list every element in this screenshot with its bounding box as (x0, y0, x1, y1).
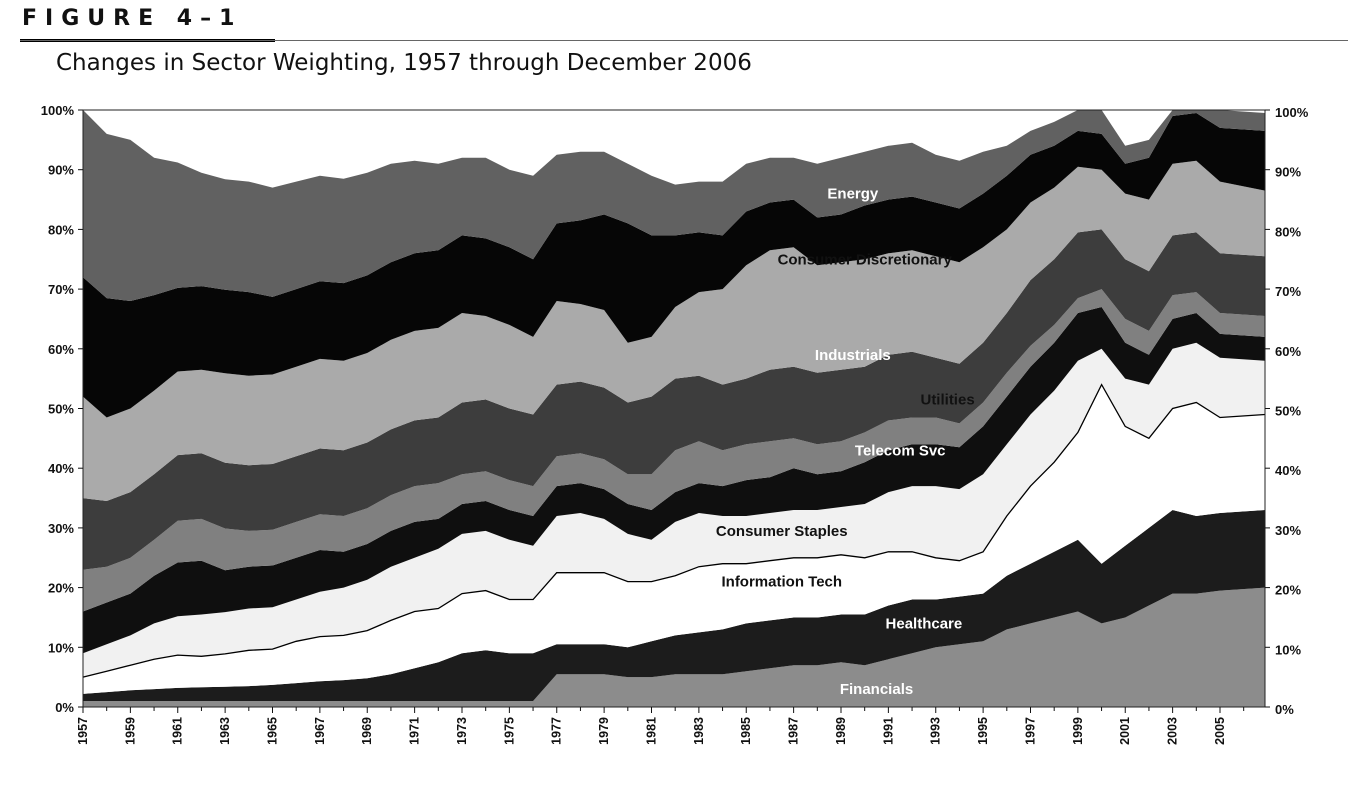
label-energy: Energy (827, 186, 879, 203)
ytick-right-label: 50% (1275, 404, 1301, 419)
ytick-left-label: 20% (48, 581, 74, 596)
xtick-label: 2001 (1118, 717, 1132, 745)
xtick-label: 1997 (1023, 717, 1037, 745)
xtick-label: 1977 (550, 717, 564, 745)
xtick-label: 1981 (644, 717, 658, 745)
ytick-left-label: 100% (41, 103, 75, 118)
ytick-left-label: 90% (48, 163, 74, 178)
label-information-tech: Information Tech (721, 574, 842, 591)
label-utilities: Utilities (920, 392, 974, 409)
ytick-right-label: 10% (1275, 642, 1301, 657)
xtick-label: 1973 (455, 717, 469, 745)
ytick-right-label: 90% (1275, 165, 1301, 180)
xtick-label: 1957 (76, 717, 90, 745)
ytick-left-label: 60% (48, 342, 74, 357)
chart-title: Changes in Sector Weighting, 1957 throug… (56, 50, 752, 76)
ytick-left-label: 40% (48, 461, 74, 476)
area-labels: Financials Healthcare Information Tech Cons… (716, 123, 975, 698)
ytick-right-label: 60% (1275, 344, 1301, 359)
ytick-left-label: 10% (48, 640, 74, 655)
xtick-label: 1961 (171, 717, 185, 745)
area-industrials (83, 229, 1265, 570)
area-financials (83, 587, 1265, 707)
xtick-label: 1987 (787, 717, 801, 745)
label-industrials: Industrials (815, 347, 891, 364)
xtick-label: 1959 (123, 717, 137, 745)
xtick-label: 1975 (502, 717, 516, 745)
xtick-label: 1969 (360, 717, 374, 745)
area-energy (83, 113, 1265, 418)
area-materials (83, 110, 1265, 301)
ytick-right-label: 70% (1275, 284, 1301, 299)
xtick-label: 1995 (976, 717, 990, 745)
xtick-label: 1983 (692, 717, 706, 745)
ytick-left-label: 30% (48, 521, 74, 536)
ytick-right-label: 80% (1275, 224, 1301, 239)
xtick-label: 1999 (1071, 717, 1085, 745)
xtick-label: 1965 (265, 717, 279, 745)
area-information-tech (83, 384, 1265, 694)
ytick-right-label: 20% (1275, 583, 1301, 598)
xtick-label: 1979 (597, 717, 611, 745)
label-financials: Financials (840, 681, 913, 698)
label-healthcare: Healthcare (886, 615, 963, 632)
xtick-label: 2003 (1166, 717, 1180, 745)
xtick-label: 1989 (834, 717, 848, 745)
xtick-label: 2005 (1213, 717, 1227, 745)
stacked-areas (83, 110, 1265, 707)
area-utilities (83, 289, 1265, 612)
xtick-label: 1991 (881, 717, 895, 745)
ytick-right-label: 40% (1275, 463, 1301, 478)
ytick-right-label: 0% (1275, 702, 1294, 717)
ytick-left-label: 80% (48, 222, 74, 237)
area-consumer-discretionary (83, 160, 1265, 501)
y-axis-right: 0% 10% 20% 30% 40% 50% 60% 70% 80% 90% 100% (1265, 105, 1309, 717)
label-materials: Materials (832, 123, 897, 140)
label-consumer-staples: Consumer Staples (716, 523, 848, 540)
xtick-label: 1963 (218, 717, 232, 745)
xtick-label: 1993 (929, 717, 943, 745)
figure-label: FIGURE 4–1 (22, 6, 243, 31)
y-axis-left: 0% 10% 20% 30% 40% 50% 60% 70% 80% 90% 100% (41, 103, 83, 715)
xtick-label: 1971 (408, 717, 422, 745)
area-healthcare (83, 510, 1265, 701)
x-axis: 1957 1959 1961 1963 1965 1967 1969 1971 1973 1975… (76, 707, 1245, 745)
area-telecom-svc (83, 307, 1265, 654)
ytick-right-label: 30% (1275, 523, 1301, 538)
area-consumer-staples (83, 342, 1265, 678)
xtick-label: 1985 (739, 717, 753, 745)
ytick-left-label: 0% (55, 700, 74, 715)
ytick-right-label: 100% (1275, 105, 1309, 120)
information-tech-boundary-line (82, 383, 1266, 678)
ytick-left-label: 70% (48, 282, 74, 297)
xtick-label: 1967 (313, 717, 327, 745)
label-consumer-discretionary: Consumer Discretionary (778, 251, 953, 268)
ytick-left-label: 50% (48, 402, 74, 417)
figure-rule (20, 40, 1348, 41)
label-telecom-svc: Telecom Svc (855, 442, 946, 459)
information-tech-top-line (82, 383, 1266, 678)
